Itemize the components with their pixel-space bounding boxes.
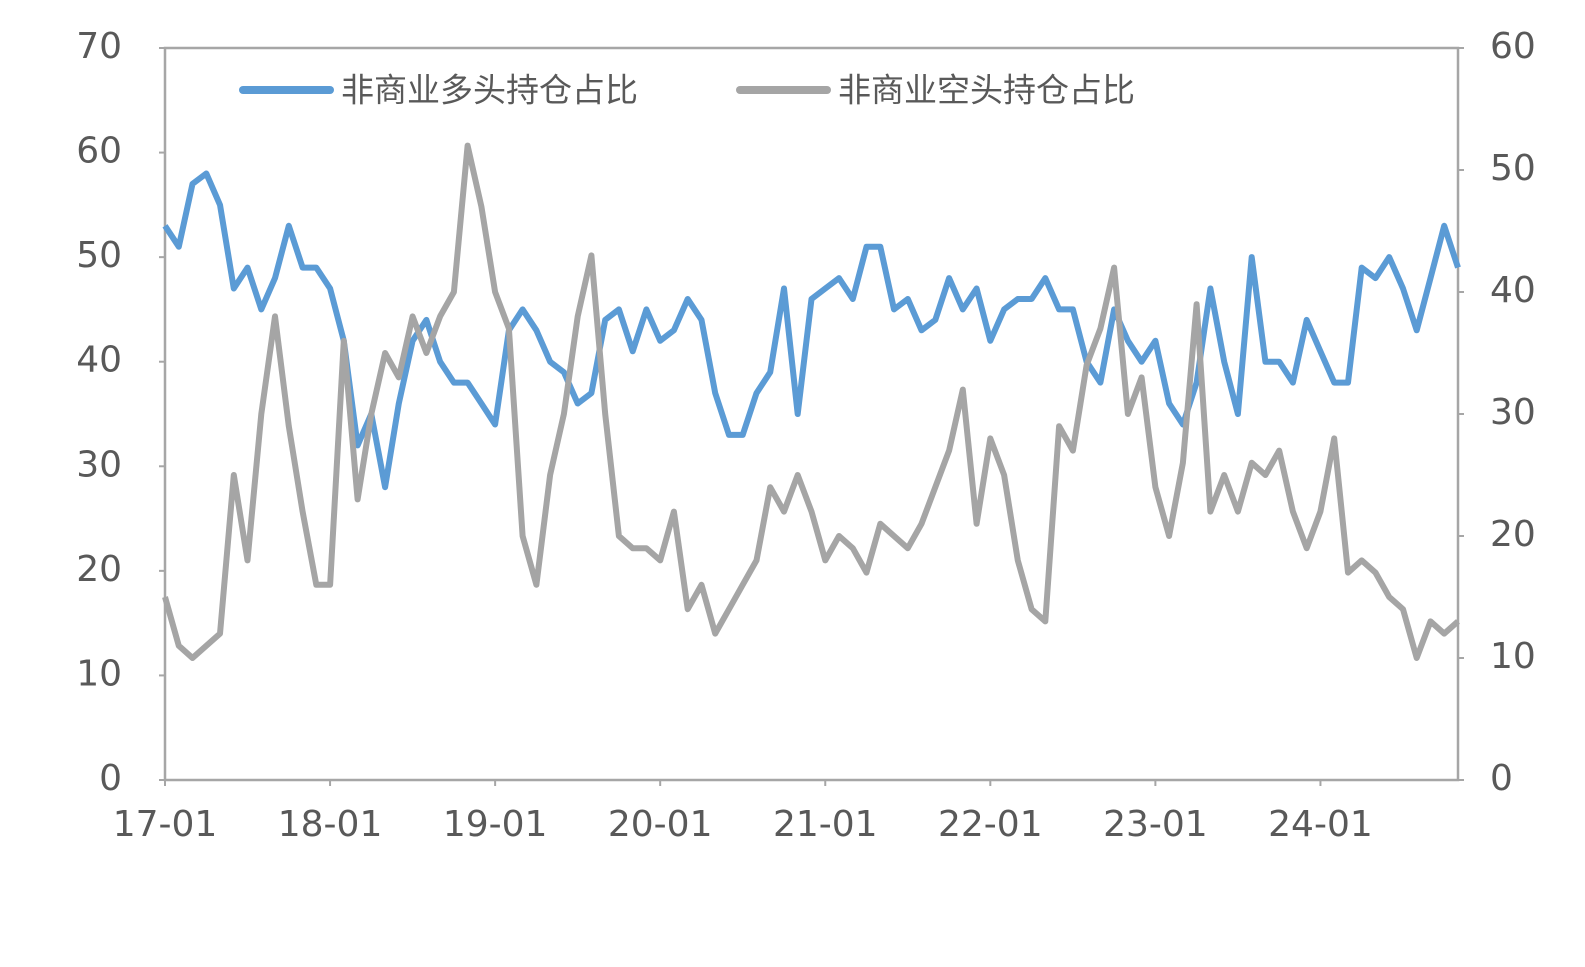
y2-tick-label: 0 [1490, 758, 1513, 799]
series-line [162, 142, 1460, 661]
y2-tick-label: 50 [1490, 148, 1536, 189]
y2-tick-label: 60 [1490, 26, 1536, 67]
x-tick-label: 23-01 [1103, 804, 1208, 845]
x-tick-label: 21-01 [773, 804, 878, 845]
x-tick-label: 22-01 [938, 804, 1043, 845]
legend-label: 非商业空头持仓占比 [838, 71, 1135, 110]
y-tick-label: 70 [76, 26, 122, 67]
y-tick-label: 40 [76, 340, 122, 381]
series-line [162, 170, 1461, 491]
y-tick-label: 30 [76, 444, 122, 485]
x-tick-label: 24-01 [1268, 804, 1373, 845]
y2-tick-label: 10 [1490, 636, 1536, 677]
y-tick-label: 10 [76, 653, 122, 694]
y-tick-label: 50 [76, 235, 122, 276]
y2-tick-label: 40 [1490, 270, 1536, 311]
x-tick-label: 19-01 [443, 804, 548, 845]
legend-label: 非商业多头持仓占比 [341, 71, 638, 110]
y-tick-label: 60 [76, 131, 122, 172]
y-tick-label: 0 [99, 758, 122, 799]
y-tick-label: 20 [76, 549, 122, 590]
y2-tick-label: 30 [1490, 392, 1536, 433]
x-tick-label: 18-01 [278, 804, 383, 845]
plot-frame [163, 46, 1460, 782]
x-tick-label: 20-01 [608, 804, 713, 845]
x-tick-label: 17-01 [113, 804, 218, 845]
y2-tick-label: 20 [1490, 514, 1536, 555]
